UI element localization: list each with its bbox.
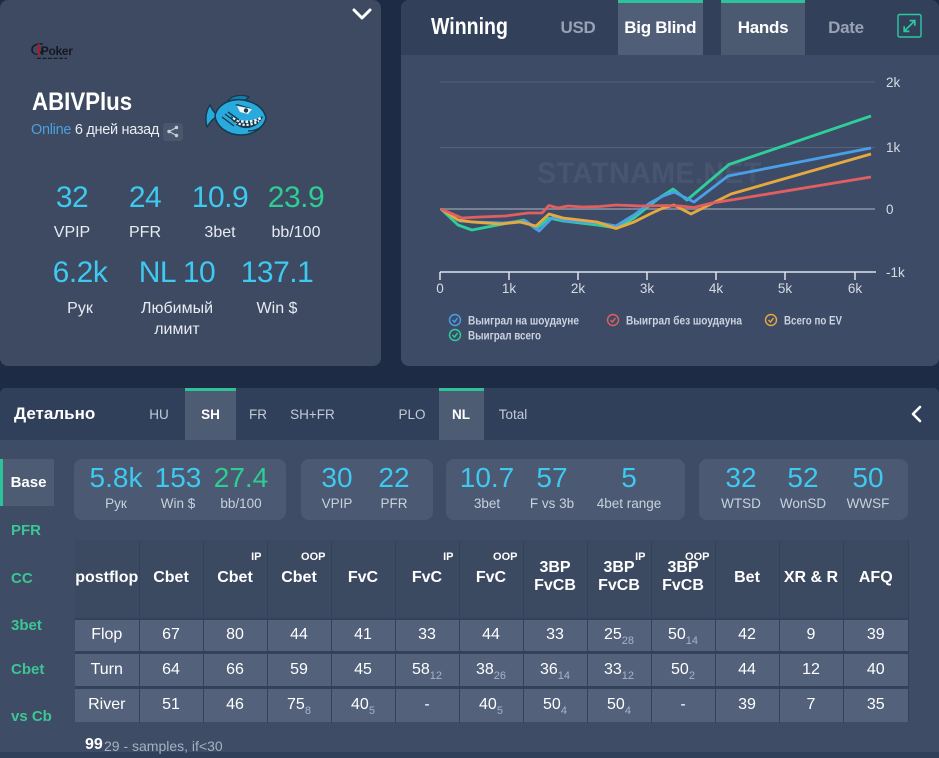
svg-text:5k: 5k [778, 281, 793, 296]
svg-text:2k: 2k [886, 75, 901, 90]
svg-text:-1k: -1k [886, 265, 905, 280]
svg-text:Всего по EV: Всего по EV [784, 314, 842, 328]
svg-text:2k: 2k [571, 281, 586, 296]
svg-text:4k: 4k [709, 281, 724, 296]
svg-text:3k: 3k [640, 281, 655, 296]
svg-text:1k: 1k [502, 281, 517, 296]
svg-text:0: 0 [436, 281, 444, 296]
svg-text:6k: 6k [848, 281, 863, 296]
svg-text:Выиграл без шоудауна: Выиграл без шоудауна [626, 314, 742, 328]
svg-text:Выиграл всего: Выиграл всего [468, 329, 541, 343]
svg-text:Выиграл на шоудауне: Выиграл на шоудауне [468, 314, 579, 328]
svg-text:0: 0 [886, 202, 894, 217]
svg-text:Poker: Poker [41, 44, 73, 58]
svg-text:1k: 1k [886, 140, 901, 155]
